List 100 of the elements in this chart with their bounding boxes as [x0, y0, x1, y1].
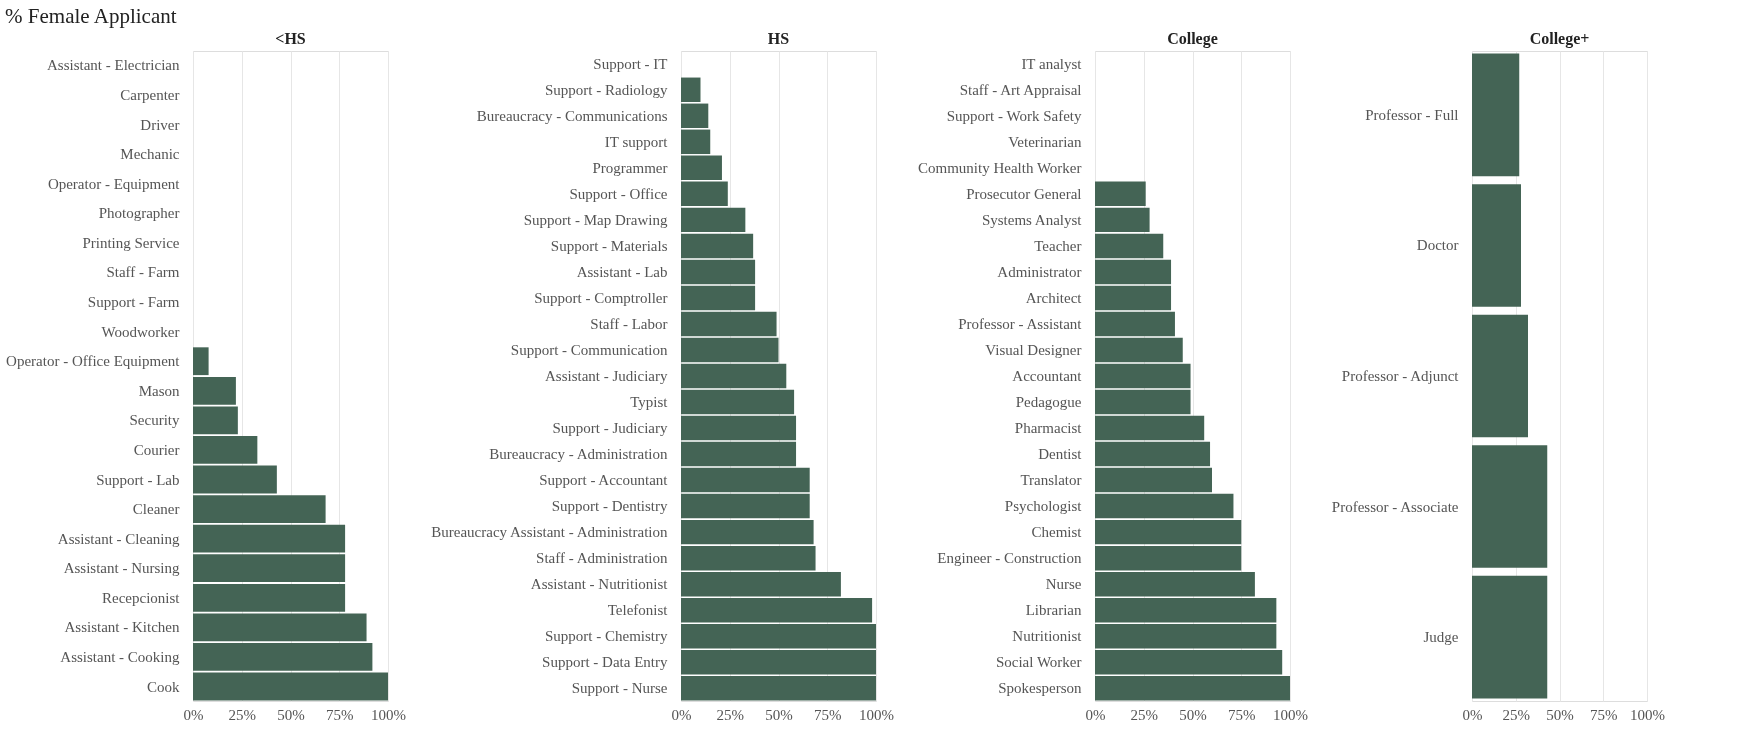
y-tick-label: Woodworker [101, 323, 180, 340]
bar [681, 233, 754, 259]
bar [1095, 233, 1164, 259]
x-tick-label: 0% [1462, 706, 1483, 723]
x-tick-label: 50% [277, 706, 305, 723]
y-tick-label: Recepcionist [102, 589, 181, 606]
y-tick-label: Assistant - Cleaning [57, 530, 180, 547]
y-tick-label: Assistant - Lab [576, 263, 668, 280]
y-tick-label: Architect [1025, 289, 1083, 306]
y-tick-label: Engineer - Construction [937, 550, 1082, 567]
bar [193, 672, 388, 701]
y-tick-label: Support - Comptroller [534, 289, 668, 306]
bar [681, 493, 810, 519]
y-tick-label: Social Worker [995, 654, 1082, 671]
x-tick-label: 100% [859, 706, 894, 723]
x-tick-label: 50% [765, 706, 793, 723]
x-tick-label: 0% [1085, 706, 1106, 723]
y-tick-label: Support - Radiology [545, 81, 668, 98]
bar [1095, 363, 1191, 389]
y-tick-label: Bureaucracy - Communications [476, 107, 668, 124]
bar [193, 436, 258, 464]
bar [681, 207, 746, 233]
y-tick-label: IT support [604, 133, 669, 150]
y-tick-label: Support - Communication [510, 341, 668, 358]
y-tick-label: Doctor [1416, 237, 1459, 254]
bar [1095, 337, 1183, 363]
y-tick-label: Spokesperson [998, 680, 1082, 697]
x-tick-label: 25% [1130, 706, 1158, 723]
y-tick-label: Support - Office [569, 185, 668, 202]
x-tick-label: 75% [814, 706, 842, 723]
bar [681, 337, 779, 363]
bar [193, 643, 373, 671]
bar [1095, 181, 1146, 207]
y-tick-label: Typist [630, 394, 669, 411]
y-tick-label: Support - Data Entry [542, 654, 668, 671]
bar [1095, 259, 1172, 285]
bar [1472, 184, 1521, 307]
y-tick-label: Staff - Administration [536, 550, 668, 567]
bar [681, 441, 797, 467]
bar [681, 467, 810, 493]
y-tick-label: Mason [138, 382, 180, 399]
x-tick-label: 25% [1502, 706, 1530, 723]
y-tick-label: Assistant - Electrician [47, 57, 180, 74]
y-tick-label: Support - Accountant [539, 472, 669, 489]
y-tick-label: Assistant - Nutritionist [530, 576, 669, 593]
y-tick-label: Professor - Assistant [958, 315, 1083, 332]
bar [1472, 445, 1548, 568]
y-tick-label: Translator [1020, 472, 1082, 489]
bar [1095, 493, 1234, 519]
y-tick-label: Professor - Adjunct [1341, 368, 1460, 384]
text: % Female Applicant [5, 3, 177, 28]
y-tick-label: Operator - Office Equipment [6, 353, 181, 370]
y-tick-label: Bureaucracy - Administration [489, 446, 668, 463]
x-tick-label: 100% [371, 706, 406, 723]
y-tick-label: Photographer [98, 205, 180, 222]
bar [681, 363, 787, 389]
x-tick-label: 100% [1273, 706, 1308, 723]
x-tick-label: 0% [183, 706, 204, 723]
y-tick-label: Professor - Associate [1331, 498, 1459, 515]
y-tick-label: Psychologist [1004, 498, 1083, 515]
y-tick-label: Judge [1423, 629, 1459, 646]
y-tick-label: Staff - Farm [106, 264, 180, 281]
y-tick-label: Teacher [1034, 237, 1082, 254]
y-tick-label: Support - Dentistry [551, 498, 668, 515]
y-tick-label: Support - Judiciary [552, 420, 668, 437]
x-tick-label: 0% [671, 706, 692, 723]
x-tick-label: 100% [1630, 706, 1665, 723]
bar [1095, 571, 1255, 597]
y-tick-label: Support - Lab [96, 471, 180, 488]
x-tick-label: 50% [1179, 706, 1207, 723]
y-tick-label: Systems Analyst [981, 211, 1083, 228]
bar [1472, 575, 1548, 699]
bar [681, 181, 728, 207]
bar [681, 259, 756, 285]
bar [1095, 623, 1277, 649]
y-tick-label: Staff - Art Appraisal [959, 81, 1082, 98]
y-tick-label: Support - Nurse [571, 680, 668, 697]
y-tick-label: Nurse [1045, 576, 1082, 593]
y-tick-label: Assistant - Kitchen [64, 619, 180, 636]
y-tick-label: Assistant - Cooking [60, 648, 180, 665]
x-tick-label: 75% [1590, 706, 1618, 723]
y-tick-label: Professor - Full [1365, 106, 1459, 123]
chart-title: <HS [275, 30, 306, 47]
bar [1095, 597, 1277, 623]
bar [1472, 53, 1520, 177]
chart-title: HS [767, 30, 790, 47]
bar [681, 415, 797, 441]
x-tick-label: 25% [716, 706, 744, 723]
bar [1095, 545, 1242, 571]
y-tick-label: Programmer [592, 159, 668, 176]
bar [1095, 207, 1150, 233]
y-tick-label: Cook [146, 678, 180, 695]
y-tick-label: Support - Farm [87, 294, 180, 311]
bar [1472, 314, 1528, 438]
y-tick-label: Visual Designer [985, 341, 1082, 358]
bar [193, 495, 326, 523]
y-tick-label: Nutritionist [1012, 628, 1083, 645]
bar [681, 285, 756, 311]
y-tick-label: Telefonist [607, 602, 669, 619]
bar [1095, 676, 1290, 701]
